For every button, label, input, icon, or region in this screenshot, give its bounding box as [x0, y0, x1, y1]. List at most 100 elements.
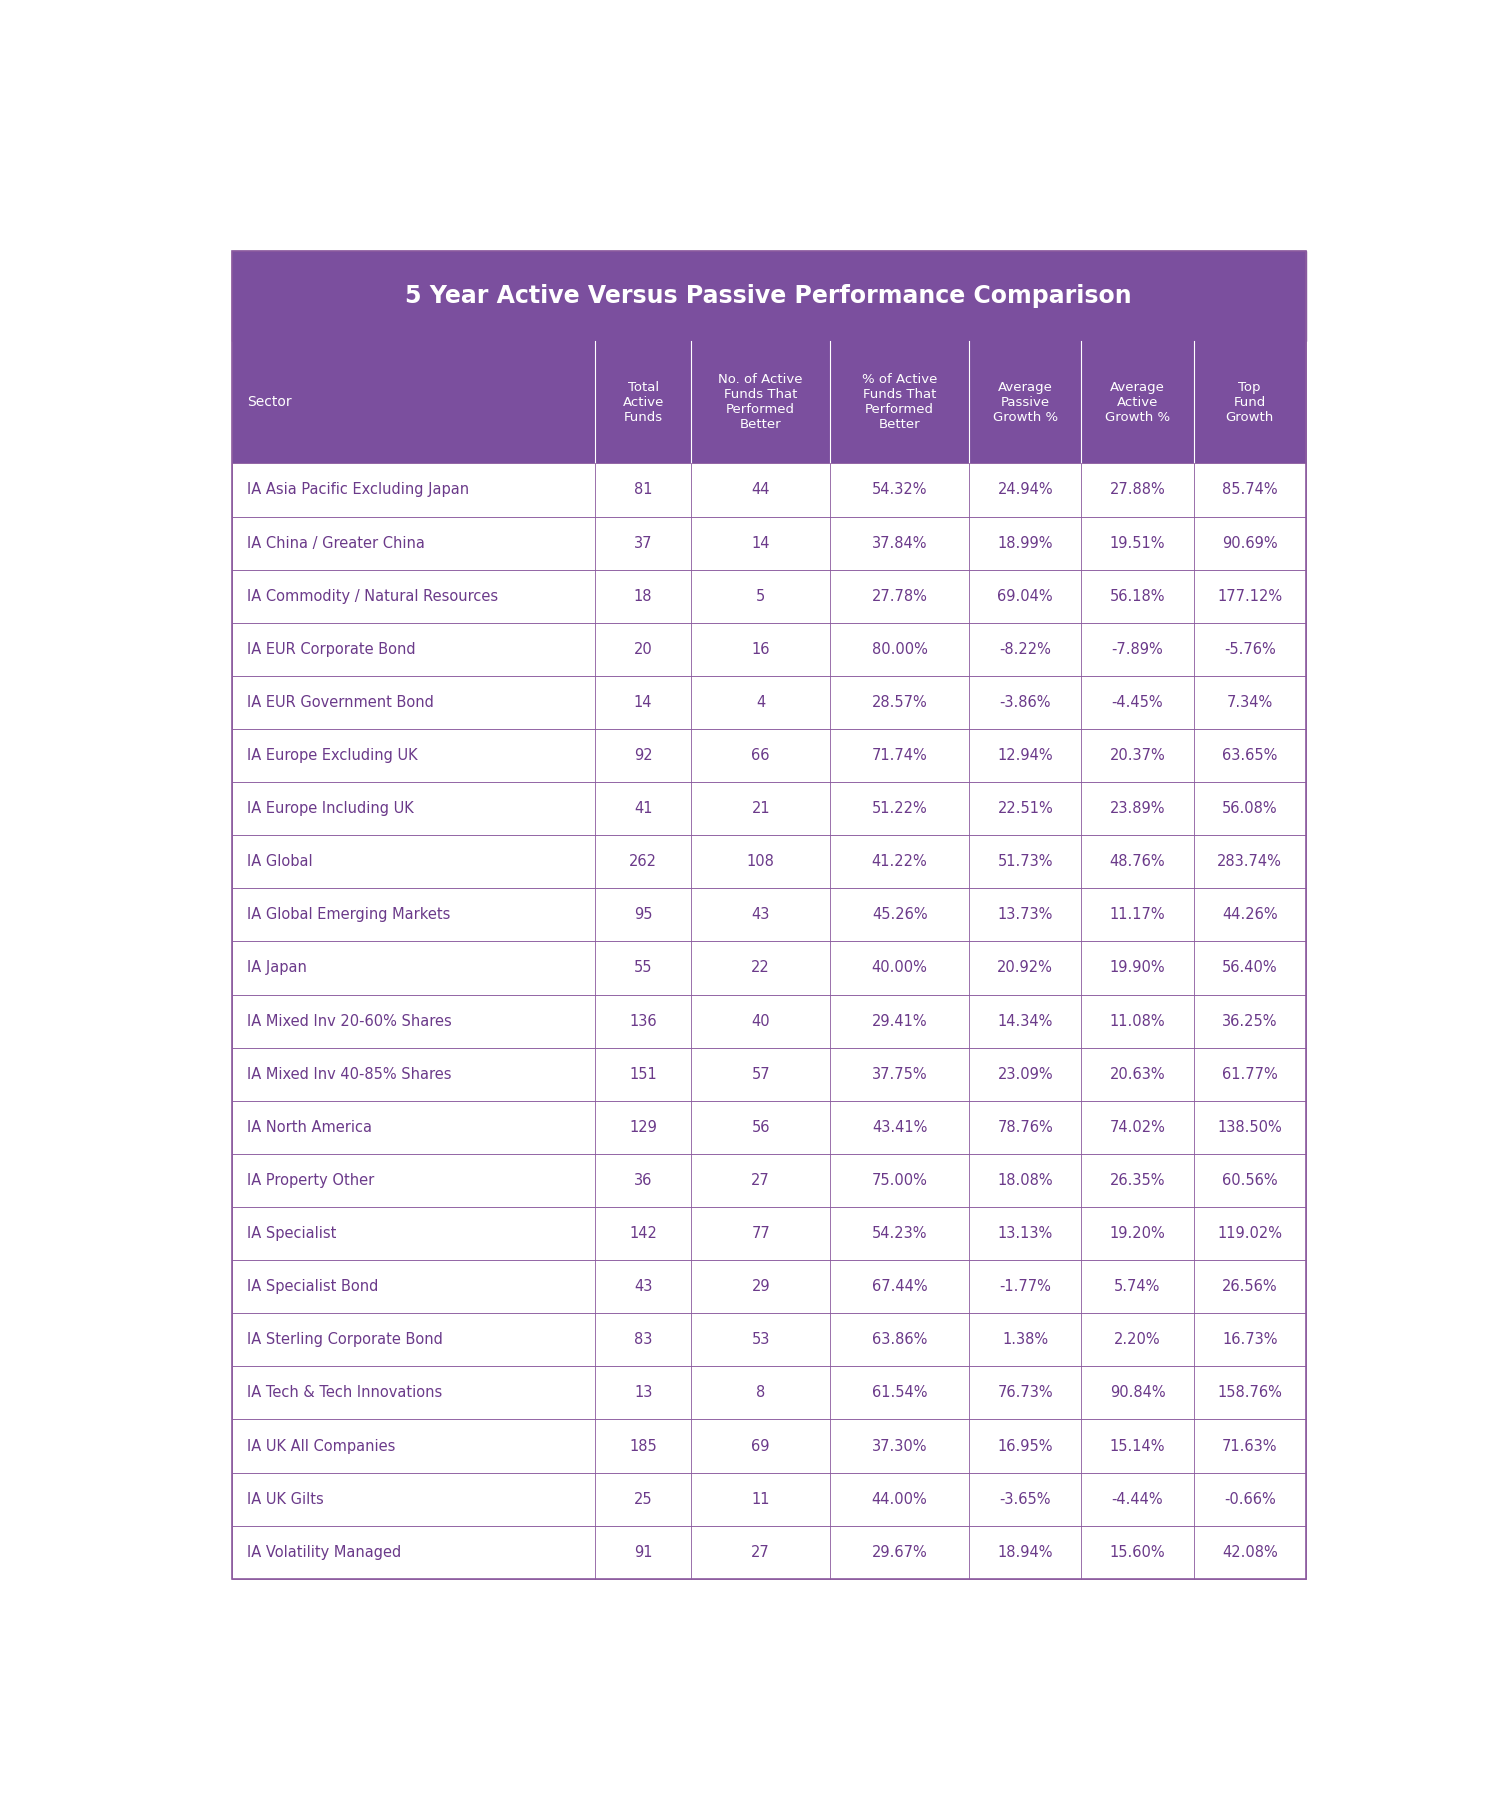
Text: IA Specialist: IA Specialist — [248, 1225, 336, 1242]
Text: 138.50%: 138.50% — [1218, 1119, 1282, 1135]
Bar — [231, 782, 1306, 834]
Text: 28.57%: 28.57% — [871, 696, 927, 710]
Text: 13: 13 — [634, 1386, 652, 1400]
Text: 27.78%: 27.78% — [871, 589, 927, 604]
Text: 29.41%: 29.41% — [871, 1013, 927, 1029]
Text: 24.94%: 24.94% — [998, 483, 1053, 497]
Text: 16.95%: 16.95% — [998, 1438, 1053, 1454]
Text: 22.51%: 22.51% — [998, 802, 1053, 816]
Bar — [231, 941, 1306, 995]
Bar — [1194, 341, 1306, 463]
Text: 14: 14 — [634, 696, 652, 710]
Text: 37.75%: 37.75% — [871, 1067, 927, 1081]
Text: 19.51%: 19.51% — [1110, 535, 1166, 551]
Text: 18.99%: 18.99% — [998, 535, 1053, 551]
Text: IA EUR Government Bond: IA EUR Government Bond — [248, 696, 433, 710]
Text: 4: 4 — [756, 696, 765, 710]
Text: 56.18%: 56.18% — [1110, 589, 1166, 604]
Text: 2.20%: 2.20% — [1114, 1332, 1161, 1348]
Text: 43.41%: 43.41% — [871, 1119, 927, 1135]
Text: 16.73%: 16.73% — [1222, 1332, 1278, 1348]
Bar — [231, 1314, 1306, 1366]
Text: 48.76%: 48.76% — [1110, 854, 1166, 869]
Text: 158.76%: 158.76% — [1218, 1386, 1282, 1400]
Text: 19.90%: 19.90% — [1110, 960, 1166, 975]
Text: 19.20%: 19.20% — [1110, 1225, 1166, 1242]
Bar — [231, 341, 596, 463]
Text: 20: 20 — [634, 642, 652, 656]
Text: 36.25%: 36.25% — [1222, 1013, 1278, 1029]
Text: 78.76%: 78.76% — [998, 1119, 1053, 1135]
Bar — [231, 1101, 1306, 1153]
Text: 11: 11 — [752, 1492, 770, 1506]
Text: 5: 5 — [756, 589, 765, 604]
Text: 7.34%: 7.34% — [1227, 696, 1274, 710]
Bar — [231, 995, 1306, 1047]
Text: 77: 77 — [752, 1225, 770, 1242]
Text: 45.26%: 45.26% — [871, 908, 927, 923]
Text: IA Commodity / Natural Resources: IA Commodity / Natural Resources — [248, 589, 498, 604]
Bar — [969, 341, 1082, 463]
Bar — [692, 341, 830, 463]
Text: -0.66%: -0.66% — [1224, 1492, 1275, 1506]
Bar — [596, 341, 692, 463]
Bar — [231, 1260, 1306, 1314]
Text: 37: 37 — [634, 535, 652, 551]
Text: 11.17%: 11.17% — [1110, 908, 1166, 923]
Text: 80.00%: 80.00% — [871, 642, 927, 656]
Text: 14.34%: 14.34% — [998, 1013, 1053, 1029]
Text: 18.08%: 18.08% — [998, 1173, 1053, 1188]
Text: No. of Active
Funds That
Performed
Better: No. of Active Funds That Performed Bette… — [718, 373, 803, 431]
Text: 18.94%: 18.94% — [998, 1544, 1053, 1561]
Text: 51.73%: 51.73% — [998, 854, 1053, 869]
Text: -3.86%: -3.86% — [999, 696, 1051, 710]
Text: IA Volatility Managed: IA Volatility Managed — [248, 1544, 400, 1561]
Text: 27: 27 — [752, 1544, 770, 1561]
Bar — [231, 623, 1306, 676]
Bar — [830, 341, 969, 463]
Text: IA Tech & Tech Innovations: IA Tech & Tech Innovations — [248, 1386, 442, 1400]
Text: 108: 108 — [747, 854, 774, 869]
Text: 63.86%: 63.86% — [871, 1332, 927, 1348]
Text: 119.02%: 119.02% — [1216, 1225, 1282, 1242]
Bar — [231, 730, 1306, 782]
Bar — [231, 1420, 1306, 1472]
Text: 11.08%: 11.08% — [1110, 1013, 1166, 1029]
Text: Total
Active
Funds: Total Active Funds — [622, 380, 664, 423]
Text: 27.88%: 27.88% — [1110, 483, 1166, 497]
Text: IA Mixed Inv 20-60% Shares: IA Mixed Inv 20-60% Shares — [248, 1013, 452, 1029]
Text: 13.13%: 13.13% — [998, 1225, 1053, 1242]
Text: IA UK Gilts: IA UK Gilts — [248, 1492, 324, 1506]
Text: IA Europe Excluding UK: IA Europe Excluding UK — [248, 748, 417, 762]
Text: IA Global: IA Global — [248, 854, 312, 869]
Text: IA EUR Corporate Bond: IA EUR Corporate Bond — [248, 642, 416, 656]
Text: % of Active
Funds That
Performed
Better: % of Active Funds That Performed Better — [862, 373, 938, 431]
Text: 44: 44 — [752, 483, 770, 497]
Text: 44.26%: 44.26% — [1222, 908, 1278, 923]
Text: 60.56%: 60.56% — [1222, 1173, 1278, 1188]
Text: 53: 53 — [752, 1332, 770, 1348]
Text: 83: 83 — [634, 1332, 652, 1348]
Text: 5.74%: 5.74% — [1114, 1279, 1161, 1294]
Text: 40.00%: 40.00% — [871, 960, 927, 975]
Text: 26.56%: 26.56% — [1222, 1279, 1278, 1294]
Text: IA Mixed Inv 40-85% Shares: IA Mixed Inv 40-85% Shares — [248, 1067, 452, 1081]
Text: 37.84%: 37.84% — [871, 535, 927, 551]
Text: 43: 43 — [752, 908, 770, 923]
Text: 61.77%: 61.77% — [1222, 1067, 1278, 1081]
Text: 23.89%: 23.89% — [1110, 802, 1166, 816]
Text: 14: 14 — [752, 535, 770, 551]
Bar — [231, 1526, 1306, 1579]
Text: 56.40%: 56.40% — [1222, 960, 1278, 975]
Bar — [1082, 341, 1194, 463]
Text: 29: 29 — [752, 1279, 770, 1294]
Text: 55: 55 — [634, 960, 652, 975]
Text: 41: 41 — [634, 802, 652, 816]
Text: 66: 66 — [752, 748, 770, 762]
Text: IA North America: IA North America — [248, 1119, 372, 1135]
Text: 85.74%: 85.74% — [1222, 483, 1278, 497]
Bar — [231, 888, 1306, 941]
Text: -4.44%: -4.44% — [1112, 1492, 1164, 1506]
Text: 71.63%: 71.63% — [1222, 1438, 1278, 1454]
Text: 151: 151 — [630, 1067, 657, 1081]
